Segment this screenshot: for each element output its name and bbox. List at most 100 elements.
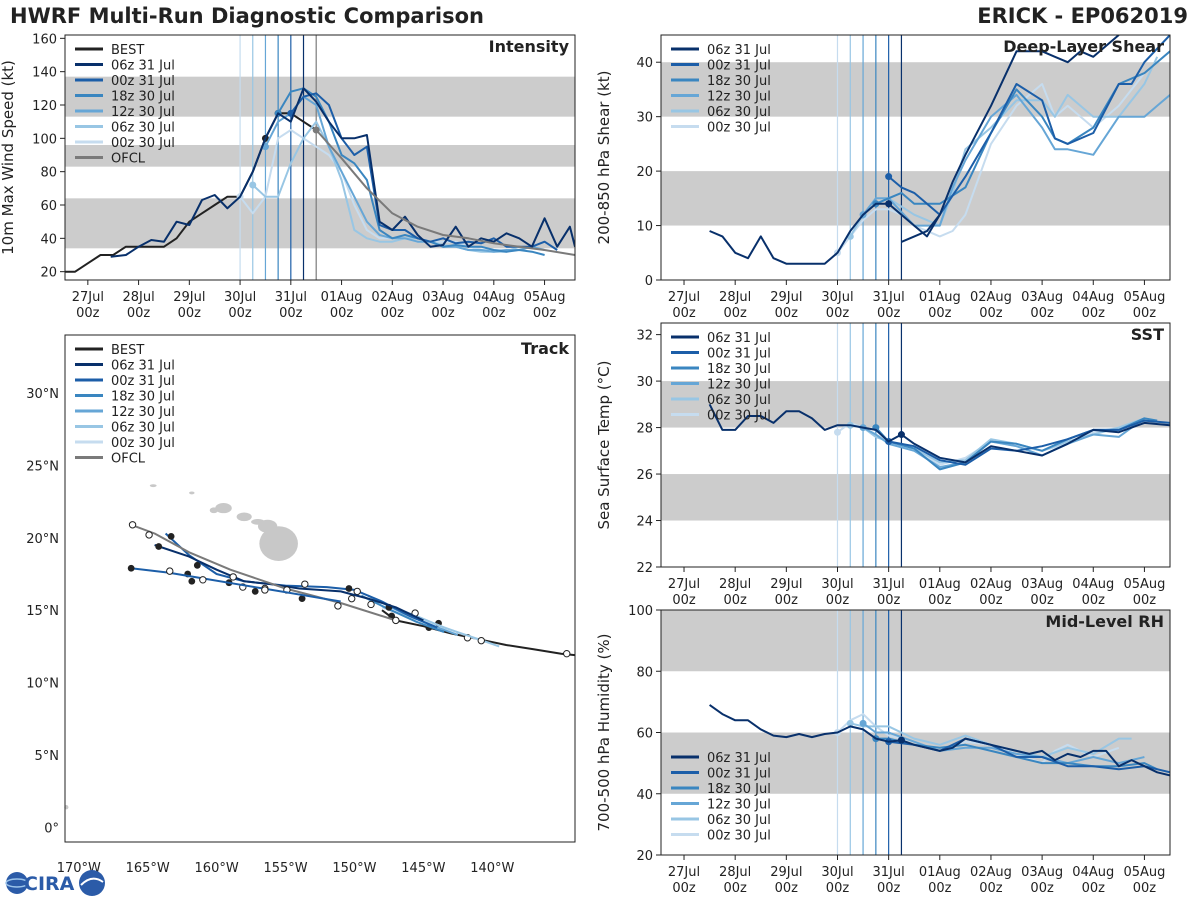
x-tick-label-hour: 00z [723, 593, 747, 608]
legend-entry-00z-31-jul: 00z 31 Jul [707, 347, 771, 362]
legend-entry-ofcl: OFCL [111, 452, 146, 467]
x-tick-label-hour: 00z [1133, 593, 1157, 608]
series-marker-06z-31-jul-0 [897, 736, 905, 744]
y-axis-label: 200-850 hPa Shear (kt) [595, 71, 613, 245]
x-tick-label-hour: 00z [1082, 881, 1106, 896]
x-tick-label-hour: 00z [775, 881, 799, 896]
panel-title: Intensity [489, 37, 570, 56]
x-tick-label-day: 03Aug [1021, 865, 1063, 880]
x-tick-label-day: 01Aug [919, 865, 961, 880]
x-tick-label-hour: 00z [723, 881, 747, 896]
x-tick-label-day: 02Aug [970, 577, 1012, 592]
x-tick-label-hour: 00z [431, 306, 455, 321]
x-tick-label-day: 04Aug [473, 290, 515, 305]
x-tick-label-hour: 00z [877, 306, 901, 321]
shear-panel: 01020304027Jul00z28Jul00z29Jul00z30Jul00… [595, 34, 1171, 321]
x-tick-label-day: 01Aug [321, 290, 363, 305]
legend-entry-18z-30-jul: 18z 30 Jul [111, 390, 175, 405]
x-tick-label-hour: 00z [482, 306, 506, 321]
y-axis-label: 700-500 hPa Humidity (%) [595, 633, 613, 831]
x-tick-label-hour: 00z [1030, 306, 1054, 321]
y-tick-label: 26 [636, 468, 653, 483]
series-marker-06z-30-jul-0 [249, 181, 257, 189]
track-point-filled-00z-31-jul-1 [345, 585, 353, 592]
x-tick-label-hour: 00z [381, 306, 405, 321]
x-tick-label-day: 27Jul [72, 290, 104, 305]
y-tick-label: 120 [32, 99, 57, 114]
track-point-open-00z-31-jul-alt-2 [261, 586, 269, 594]
lon-tick-label: 165°W [126, 861, 170, 876]
x-tick-label-day: 03Aug [422, 290, 464, 305]
legend-entry-06z-31-jul: 06z 31 Jul [707, 331, 771, 346]
x-tick-label-day: 30Jul [224, 290, 256, 305]
plot-area [708, 403, 1170, 471]
axes-frame [64, 34, 576, 281]
track-line-ofcl [130, 523, 397, 622]
y-tick-label: 20 [636, 849, 653, 864]
x-tick-label-hour: 00z [672, 593, 696, 608]
track-point-open-00z-31-jul-0 [348, 594, 356, 603]
x-tick-label-day: 28Jul [719, 865, 751, 880]
x-tick-label-day: 05Aug [1123, 290, 1165, 305]
legend-entry-best: BEST [111, 43, 144, 58]
shaded-band-1 [65, 145, 575, 167]
x-tick-label-day: 05Aug [1123, 577, 1165, 592]
x-tick-label-hour: 00z [1082, 306, 1106, 321]
legend-entry-00z-31-jul: 00z 31 Jul [707, 767, 771, 782]
y-tick-label: 20 [636, 165, 653, 180]
x-tick-label-hour: 00z [826, 881, 850, 896]
y-tick-label: 40 [636, 56, 653, 71]
x-tick-label-hour: 00z [928, 306, 952, 321]
y-tick-label: 60 [636, 727, 653, 742]
island-shape-5 [209, 507, 218, 514]
x-tick-label-hour: 00z [826, 306, 850, 321]
series-line-00z-30-jul [239, 129, 507, 251]
lon-tick-label: 150°W [332, 861, 376, 876]
legend-entry-06z-30-jul: 06z 30 Jul [111, 421, 175, 436]
rh-panel: 2040608010027Jul00z28Jul00z29Jul00z30Jul… [595, 604, 1171, 896]
series-line-ofcl [315, 129, 575, 256]
series-line-00z-30-jul [836, 72, 1146, 254]
series-marker-ofcl-0 [312, 126, 320, 134]
x-tick-label-hour: 00z [979, 881, 1003, 896]
series-line-06z-31-jul [110, 87, 575, 258]
track-point-open-00z-31-jul-2 [301, 580, 309, 588]
legend-entry-00z-30-jul: 00z 30 Jul [707, 121, 771, 136]
storm-id: ERICK - EP062019 [977, 4, 1188, 28]
series-marker-06z-31-jul-0 [897, 431, 905, 439]
track-point-filled-00z-31-jul-alt-2 [251, 587, 259, 595]
series-marker-06z-31-jul-0 [885, 200, 893, 208]
y-tick-label: 24 [636, 515, 653, 530]
sst-panel: 22242628303227Jul00z28Jul00z29Jul00z30Ju… [595, 322, 1171, 608]
legend-entry-06z-31-jul: 06z 31 Jul [111, 359, 175, 374]
series-line-18z-30-jul [277, 87, 545, 256]
x-tick-label-day: 01Aug [919, 577, 961, 592]
track-point-open-ofcl-1 [128, 521, 137, 529]
x-tick-label-day: 04Aug [1072, 290, 1114, 305]
track-line-00z-31-jul-alt [131, 567, 341, 603]
series-marker-00z-30-jul-0 [833, 428, 841, 436]
x-tick-label-day: 02Aug [970, 290, 1012, 305]
legend-entry-18z-30-jul: 18z 30 Jul [707, 782, 771, 797]
legend-entry-12z-30-jul: 12z 30 Jul [707, 90, 771, 105]
x-tick-label-hour: 00z [672, 306, 696, 321]
x-tick-label-hour: 00z [928, 593, 952, 608]
legend-entry-00z-30-jul: 00z 30 Jul [111, 136, 175, 151]
y-tick-label: 80 [636, 665, 653, 680]
x-tick-label-day: 04Aug [1072, 865, 1114, 880]
y-tick-label: 0 [645, 274, 653, 289]
y-tick-label: 30 [636, 375, 653, 390]
lat-tick-label: 30°N [26, 387, 59, 402]
x-tick-label-day: 27Jul [668, 865, 700, 880]
axes-frame [64, 334, 576, 843]
x-tick-label-day: 31Jul [873, 865, 905, 880]
legend-entry-ofcl: OFCL [111, 152, 146, 167]
x-tick-label-hour: 00z [533, 306, 557, 321]
track-point-open-00z-31-jul-alt-0 [166, 567, 174, 575]
series-marker-00z-31-jul-0 [885, 173, 893, 181]
legend-entry-12z-30-jul: 12z 30 Jul [707, 378, 771, 393]
x-tick-label-day: 03Aug [1021, 577, 1063, 592]
